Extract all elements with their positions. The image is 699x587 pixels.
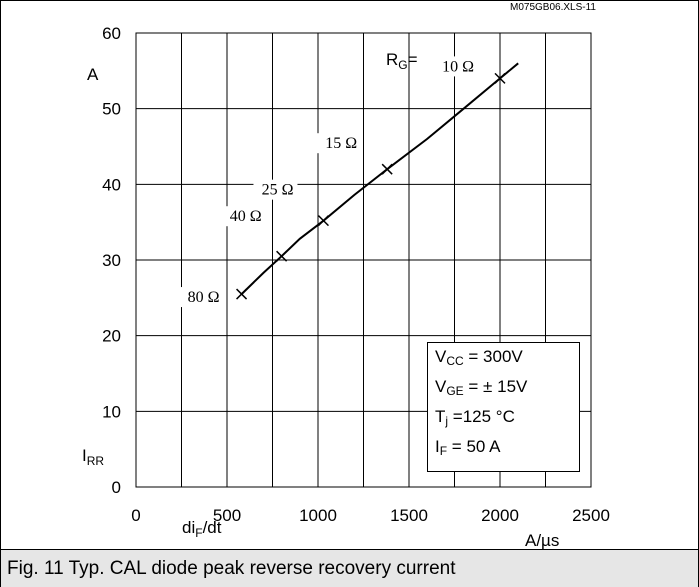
rg-label-bg <box>179 287 224 308</box>
plot-frame <box>135 32 592 488</box>
rg-value-label: 25 Ω <box>262 182 294 199</box>
x-unit-label: A/µs <box>525 531 559 549</box>
rg-label-bg <box>253 179 298 200</box>
rg-value-label: 15 Ω <box>325 135 357 152</box>
y-tick-labels: 0 10 20 30 40 50 60 <box>102 24 121 497</box>
y-tick-label: 20 <box>102 327 121 346</box>
rg-value-label: 80 Ω <box>188 289 220 306</box>
x-tick-label: 2500 <box>572 506 610 525</box>
x-tick-label: 2000 <box>481 506 519 525</box>
y-axis-title: IRR <box>82 446 104 468</box>
irr-curve <box>240 62 519 295</box>
conditions-box: VCC = 300V VGE = ± 15V Tj =125 °C IF = 5… <box>427 342 580 472</box>
rg-value-label: 10 Ω <box>442 58 474 75</box>
x-tick-label: 500 <box>213 506 241 525</box>
condition-vcc: VCC = 300V <box>435 347 523 368</box>
rg-label-bg <box>434 56 478 77</box>
rg-markers: 80 Ω 40 Ω25 Ω 15 Ω 10 Ω <box>179 56 506 308</box>
x-tick-label: 1000 <box>299 506 337 525</box>
condition-if: IF = 50 A <box>435 437 501 458</box>
caption-bar: Fig. 11 Typ. CAL diode peak reverse reco… <box>1 549 698 587</box>
x-axis-title: diF/dt <box>182 518 222 540</box>
rg-value-label: 40 Ω <box>230 208 262 225</box>
x-tick-label: 1500 <box>390 506 428 525</box>
figure-caption: Fig. 11 Typ. CAL diode peak reverse reco… <box>7 558 456 579</box>
rg-marker <box>236 288 248 300</box>
y-tick-label: 50 <box>102 100 121 119</box>
y-tick-label: 40 <box>102 175 121 194</box>
y-tick-label: 30 <box>102 251 121 270</box>
rg-marker <box>494 72 506 84</box>
condition-tj: Tj =125 °C <box>435 407 515 428</box>
rg-marker <box>276 250 288 262</box>
rg-label-bg <box>317 133 362 154</box>
rg-marker <box>317 215 329 227</box>
y-tick-label: 10 <box>102 402 121 421</box>
file-id: M075GB06.XLS-11 <box>510 2 596 13</box>
rg-prefix: RG= <box>386 50 418 72</box>
y-tick-label: 60 <box>102 24 121 43</box>
x-tick-labels: 0 500 1000 1500 2000 2500 <box>131 506 610 525</box>
condition-vge: VGE = ± 15V <box>435 377 528 398</box>
chart: 0 10 20 30 40 50 60 0 500 1000 1500 2000 2500 80 Ω 4… <box>82 24 610 549</box>
y-unit-label: A <box>87 65 99 84</box>
x-tick-label: 0 <box>131 506 140 525</box>
rg-marker <box>381 163 393 175</box>
y-tick-label: 0 <box>112 478 121 497</box>
rg-label-bg <box>221 206 266 227</box>
